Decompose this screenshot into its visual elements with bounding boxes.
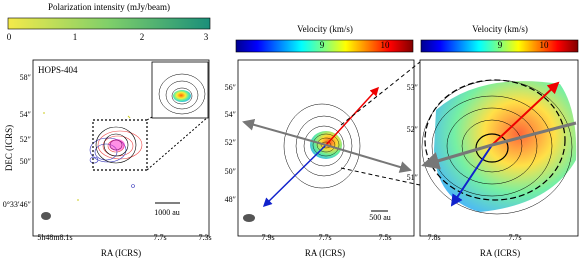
colorbar: [420, 39, 579, 53]
y-tick-label: 52″: [20, 135, 31, 144]
colorbar-tick-label: 3: [204, 32, 209, 42]
panel-1: [32, 59, 210, 237]
x-tick-label: 7.7s: [318, 233, 331, 242]
y-tick-label: 0°33′46″: [3, 200, 31, 209]
colorbar-tick-label: 1: [73, 32, 78, 42]
colorbar-tick-label: 2: [140, 32, 145, 42]
y-tick-label: 52″: [225, 138, 236, 147]
y-tick-label: 48″: [225, 195, 236, 204]
colorbar: [235, 39, 414, 53]
y-axis-label: DEC (ICRS): [4, 125, 14, 171]
colorbar: [7, 17, 211, 30]
x-tick-label: 7.9s: [261, 233, 274, 242]
y-tick-label: 58″: [20, 73, 31, 82]
x-tick-label: 7.5s: [378, 233, 391, 242]
colorbar-label: Velocity (km/s): [472, 24, 528, 34]
colorbar-tick-label: 9: [498, 40, 503, 50]
colorbar-tick-label: 10: [381, 40, 391, 50]
panel-2: [237, 59, 421, 237]
y-tick-label: 50″: [225, 167, 236, 176]
y-tick-label: 54″: [20, 110, 31, 119]
x-axis-label: RA (ICRS): [101, 248, 141, 258]
x-axis-label: RA (ICRS): [480, 248, 520, 258]
panel-3: [419, 59, 579, 237]
y-tick-label: 51″: [407, 173, 418, 182]
scalebar-label: 500 au: [369, 213, 391, 222]
scalebar-label: 1000 au: [154, 208, 180, 217]
colorbar-tick-label: 10: [540, 40, 550, 50]
colorbar-label: Polarization intensity (mJy/beam): [48, 2, 170, 12]
x-axis-label: RA (ICRS): [305, 248, 345, 258]
colorbar-tick-label: 0: [7, 32, 12, 42]
y-tick-label: 52″: [407, 125, 418, 134]
colorbar-tick-label: 9: [320, 40, 325, 50]
x-tick-label: 7.7s: [508, 233, 521, 242]
colorbar-label: Velocity (km/s): [297, 24, 353, 34]
x-tick-label: 7.3s: [198, 233, 211, 242]
y-tick-label: 53″: [407, 83, 418, 92]
y-tick-label: 54″: [225, 110, 236, 119]
y-tick-label: 50″: [20, 157, 31, 166]
y-tick-label: 56″: [225, 83, 236, 92]
source-name: HOPS-404: [38, 65, 78, 75]
x-tick-label: 5h48m8.1s: [37, 233, 72, 242]
x-tick-label: 7.8s: [427, 233, 440, 242]
x-tick-label: 7.7s: [153, 233, 166, 242]
